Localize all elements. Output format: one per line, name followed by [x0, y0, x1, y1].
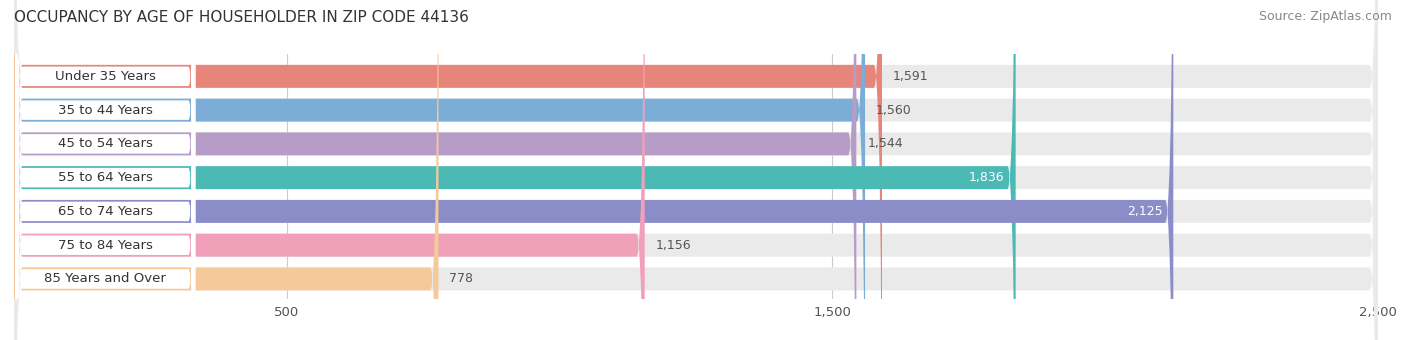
FancyBboxPatch shape — [14, 0, 1015, 340]
FancyBboxPatch shape — [14, 0, 1378, 340]
Text: 45 to 54 Years: 45 to 54 Years — [58, 137, 153, 150]
FancyBboxPatch shape — [14, 0, 645, 340]
FancyBboxPatch shape — [14, 0, 1378, 340]
Text: 2,125: 2,125 — [1126, 205, 1163, 218]
Text: 1,836: 1,836 — [969, 171, 1005, 184]
Text: 1,156: 1,156 — [655, 239, 692, 252]
FancyBboxPatch shape — [15, 0, 195, 340]
Text: 35 to 44 Years: 35 to 44 Years — [58, 104, 153, 117]
FancyBboxPatch shape — [14, 0, 856, 340]
FancyBboxPatch shape — [15, 0, 195, 340]
FancyBboxPatch shape — [15, 0, 195, 340]
FancyBboxPatch shape — [14, 0, 1378, 340]
Text: 1,560: 1,560 — [876, 104, 911, 117]
FancyBboxPatch shape — [14, 0, 439, 340]
FancyBboxPatch shape — [15, 0, 195, 340]
FancyBboxPatch shape — [14, 0, 865, 340]
Text: 55 to 64 Years: 55 to 64 Years — [58, 171, 153, 184]
FancyBboxPatch shape — [14, 0, 1378, 340]
Text: OCCUPANCY BY AGE OF HOUSEHOLDER IN ZIP CODE 44136: OCCUPANCY BY AGE OF HOUSEHOLDER IN ZIP C… — [14, 10, 470, 25]
FancyBboxPatch shape — [14, 0, 1378, 340]
FancyBboxPatch shape — [14, 0, 1173, 340]
Text: 1,591: 1,591 — [893, 70, 928, 83]
FancyBboxPatch shape — [14, 0, 1378, 340]
FancyBboxPatch shape — [15, 0, 195, 340]
FancyBboxPatch shape — [14, 0, 882, 340]
FancyBboxPatch shape — [14, 0, 1378, 340]
Text: 65 to 74 Years: 65 to 74 Years — [58, 205, 153, 218]
Text: Under 35 Years: Under 35 Years — [55, 70, 156, 83]
Text: Source: ZipAtlas.com: Source: ZipAtlas.com — [1258, 10, 1392, 23]
FancyBboxPatch shape — [15, 0, 195, 340]
FancyBboxPatch shape — [15, 0, 195, 340]
Text: 778: 778 — [450, 272, 474, 286]
Text: 85 Years and Over: 85 Years and Over — [44, 272, 166, 286]
Text: 1,544: 1,544 — [868, 137, 903, 150]
Text: 75 to 84 Years: 75 to 84 Years — [58, 239, 153, 252]
